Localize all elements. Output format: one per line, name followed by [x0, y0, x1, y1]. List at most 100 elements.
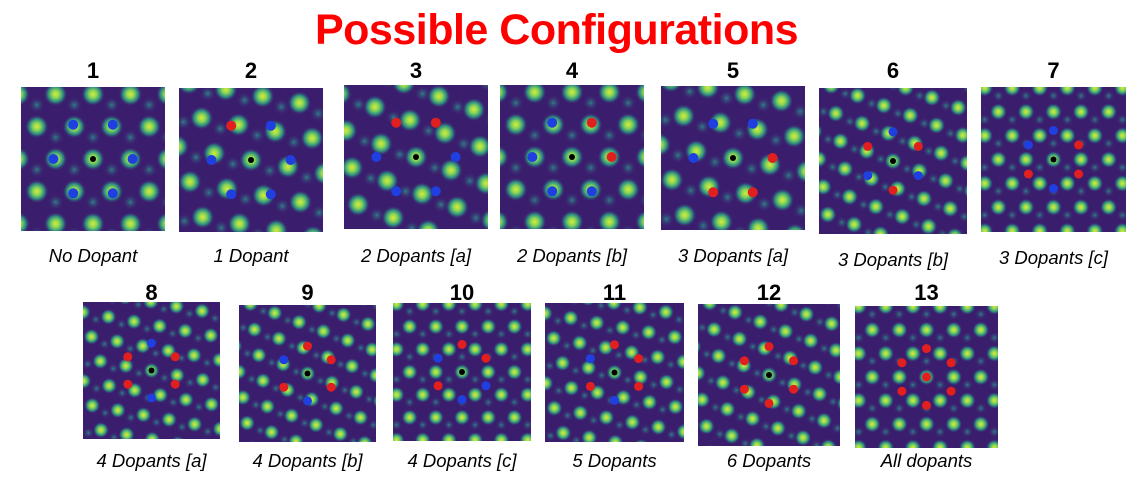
lattice-shoulder	[756, 195, 773, 213]
lattice-peak	[1072, 198, 1090, 216]
lattice-peak	[1017, 198, 1035, 216]
lattice-shoulder	[391, 146, 408, 163]
lattice-peak	[827, 341, 840, 359]
lattice-shoulder	[1102, 89, 1115, 102]
lattice-peak	[698, 391, 711, 409]
lattice-shoulder	[482, 305, 494, 318]
lattice-peak	[522, 209, 547, 229]
lattice-shoulder	[311, 204, 323, 221]
dopant-site-marker	[634, 354, 644, 364]
pristine-site-marker	[747, 118, 758, 129]
lattice-peak	[453, 409, 471, 426]
lattice-shoulder	[647, 379, 660, 391]
lattice-peak	[705, 444, 716, 446]
lattice-peak	[705, 320, 723, 338]
pristine-site-marker	[1023, 140, 1033, 150]
lattice-shoulder	[380, 85, 395, 89]
lattice-shoulder	[261, 162, 278, 179]
lattice-shoulder	[218, 408, 220, 416]
lattice-peak	[972, 368, 990, 386]
lattice-peak	[401, 363, 418, 381]
lattice-peak	[137, 179, 162, 204]
lattice-shoulder	[414, 85, 431, 102]
lattice-shoulder	[47, 193, 64, 211]
lattice-peak	[1113, 222, 1126, 232]
lattice-shoulder	[661, 210, 675, 228]
lattice-peak	[904, 438, 922, 448]
lattice-peak	[640, 323, 658, 341]
lattice-shoulder	[350, 96, 367, 113]
pristine-site-marker	[888, 127, 898, 137]
lattice-shoulder	[988, 331, 998, 344]
lattice-peak	[675, 423, 684, 441]
lattice-peak	[877, 438, 895, 448]
lattice-shoulder	[732, 224, 748, 230]
lattice-shoulder	[934, 425, 947, 438]
lattice-shoulder	[456, 305, 468, 318]
lattice-peak	[445, 195, 470, 220]
lattice-shoulder	[760, 420, 772, 433]
lattice-peak	[194, 371, 211, 389]
lattice-peak	[698, 364, 707, 382]
lattice-peak	[92, 352, 109, 370]
lattice-peak	[946, 227, 964, 234]
config-label: 4 Dopants [c]	[407, 450, 517, 471]
dopant-site-marker	[863, 141, 873, 151]
lattice-shoulder	[1061, 161, 1074, 174]
lattice-shoulder	[241, 347, 254, 360]
lattice-peak	[606, 433, 624, 442]
lattice-shoulder	[638, 127, 644, 143]
lattice-peak	[369, 131, 393, 156]
center-site-marker	[766, 372, 772, 378]
lattice-peak	[730, 330, 748, 348]
pristine-site-marker	[206, 155, 217, 165]
lattice-shoulder	[835, 216, 848, 229]
lattice-peak	[302, 225, 323, 232]
lattice-peak	[914, 189, 933, 208]
lattice-peak	[151, 317, 168, 335]
lattice-peak	[193, 302, 211, 320]
lattice-shoulder	[578, 389, 591, 402]
lattice-peak	[83, 372, 92, 390]
lattice-peak	[212, 420, 220, 438]
config-label: 2 Dopants [b]	[516, 245, 628, 266]
dopant-site-marker	[303, 341, 312, 351]
pristine-site-marker	[457, 395, 467, 405]
lattice-peak	[426, 85, 451, 109]
lattice-shoulder	[274, 197, 291, 215]
lattice-shoulder	[302, 305, 314, 310]
lattice-shoulder	[939, 99, 953, 112]
center-site-marker	[413, 154, 419, 160]
lattice-peak	[81, 87, 105, 107]
lattice-shoulder	[134, 436, 145, 439]
lattice-shoulder	[947, 402, 960, 415]
center-site-marker	[459, 369, 465, 375]
lattice-peak	[855, 344, 868, 363]
lattice-peak	[439, 158, 463, 183]
lattice-peak	[250, 346, 268, 364]
lattice-peak	[718, 400, 736, 418]
lattice-peak	[203, 396, 220, 413]
lattice-peak	[950, 88, 958, 89]
lattice-shoulder	[314, 375, 327, 387]
lattice-shoulder	[187, 149, 205, 166]
dopant-site-marker	[922, 400, 931, 410]
lattice-shoulder	[150, 416, 163, 428]
lattice-shoulder	[931, 200, 945, 213]
lattice-shoulder	[695, 217, 712, 230]
lattice-peak	[709, 347, 728, 365]
lattice-peak	[819, 438, 837, 446]
lattice-peak	[623, 413, 641, 431]
lattice-peak	[506, 409, 523, 426]
config-number: 5	[726, 58, 740, 83]
lattice-peak	[414, 340, 432, 358]
lattice-shoulder	[1006, 113, 1019, 126]
lattice-peak	[440, 340, 458, 358]
lattice-shoulder	[714, 428, 726, 440]
lattice-shoulder	[282, 314, 294, 327]
lattice-shoulder	[819, 88, 824, 90]
lattice-peak	[189, 106, 214, 130]
lattice-shoulder	[561, 409, 574, 422]
lattice-shoulder	[449, 98, 466, 116]
lattice-shoulder	[107, 302, 118, 306]
